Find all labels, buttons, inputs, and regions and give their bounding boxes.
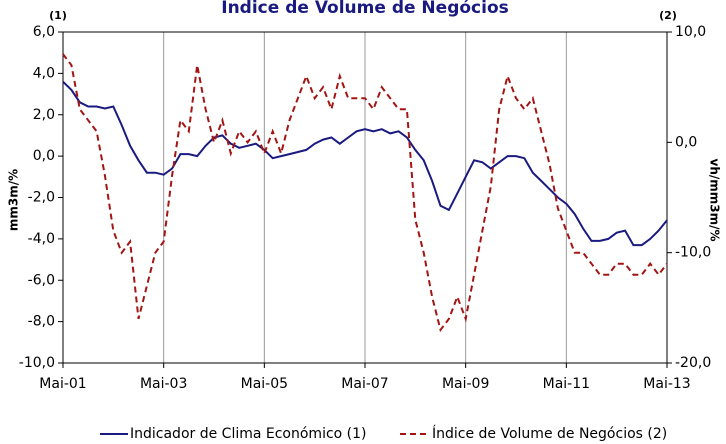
y-tick-label: 0,0	[33, 148, 55, 164]
y-tick-label: -4,0	[28, 231, 55, 247]
y2-tick-label: -20,0	[675, 355, 711, 371]
y-tick-label: -2,0	[28, 190, 55, 206]
x-tick-label: Mai-13	[643, 376, 690, 392]
y2-axis-title: vh/mm3m/%	[708, 158, 722, 241]
y-axis-note: (1)	[49, 9, 67, 22]
y-tick-label: 2,0	[33, 107, 55, 123]
legend-label: Indicador de Clima Económico (1)	[130, 426, 367, 442]
y-tick-label: 4,0	[33, 65, 55, 81]
y-tick-label: -6,0	[28, 272, 55, 288]
y-axis-title: mm3m/%	[7, 169, 21, 231]
x-tick-label: Mai-07	[341, 376, 388, 392]
y-tick-label: 6,0	[33, 24, 55, 40]
chart-title: Índice de Volume de Negócios	[221, 0, 509, 18]
x-tick-label: Mai-09	[442, 376, 489, 392]
y2-tick-label: 0,0	[675, 134, 697, 150]
y-tick-label: -10,0	[19, 355, 55, 371]
x-tick-label: Mai-03	[140, 376, 187, 392]
y2-tick-label: 10,0	[675, 24, 706, 40]
x-tick-label: Mai-01	[39, 376, 86, 392]
x-tick-label: Mai-11	[543, 376, 590, 392]
legend-label: Índice de Volume de Negócios (2)	[432, 425, 667, 442]
series-line	[62, 53, 668, 333]
y2-tick-label: -10,0	[675, 245, 711, 261]
y-tick-label: -8,0	[28, 314, 55, 330]
series-line	[62, 80, 668, 247]
y2-axis-note: (2)	[659, 9, 677, 22]
x-tick-label: Mai-05	[241, 376, 288, 392]
